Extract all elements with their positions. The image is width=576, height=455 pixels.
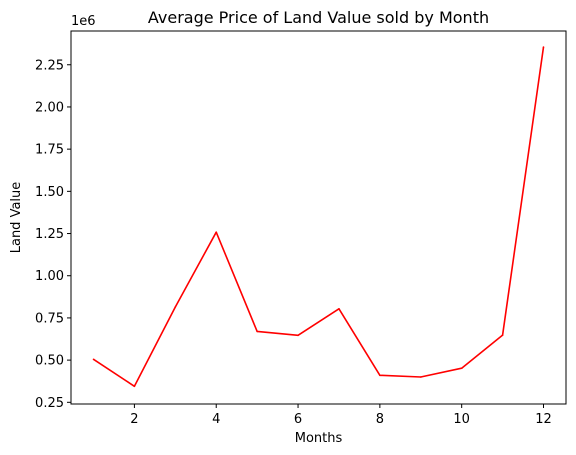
y-axis-offset-label: 1e6 [71, 14, 96, 29]
y-tick-label: 1.75 [35, 143, 64, 158]
data-point [215, 231, 218, 233]
data-point [256, 330, 258, 333]
y-tick-label: 0.25 [35, 396, 64, 411]
y-tick-label: 1.00 [35, 269, 64, 284]
y-tick-label: 1.25 [35, 227, 64, 242]
data-point [460, 367, 463, 370]
data-point [501, 334, 504, 336]
x-tick-label: 2 [130, 412, 138, 427]
data-point [174, 306, 177, 308]
data-point [379, 374, 381, 377]
x-tick-label: 6 [294, 412, 302, 427]
y-axis-label: Land Value [9, 182, 24, 254]
data-point [419, 376, 422, 378]
x-axis-label: Months [295, 431, 343, 446]
y-tick-label: 2.00 [35, 100, 64, 115]
y-tick-label: 0.75 [35, 311, 64, 326]
x-tick-label: 12 [535, 412, 552, 427]
plot-frame [70, 30, 567, 405]
y-tick-label: 0.50 [35, 354, 64, 369]
series-line [93, 46, 545, 388]
y-tick-label: 2.25 [35, 58, 64, 73]
data-point [338, 308, 340, 310]
data-point [297, 334, 299, 337]
data-point [542, 46, 545, 48]
data-point [92, 358, 95, 361]
x-axis-ticks: 2 4 6 8 10 12 [130, 404, 552, 427]
x-tick-label: 8 [376, 412, 384, 427]
x-tick-label: 4 [212, 412, 220, 427]
data-point [133, 385, 136, 388]
series-layer [92, 46, 545, 388]
y-tick-label: 1.50 [35, 185, 64, 200]
x-tick-label: 10 [453, 412, 470, 427]
chart-title: Average Price of Land Value sold by Mont… [148, 8, 489, 27]
y-axis-ticks: 0.25 0.50 0.75 1.00 1.25 1.50 1.75 2.00 2.25 [35, 58, 71, 411]
